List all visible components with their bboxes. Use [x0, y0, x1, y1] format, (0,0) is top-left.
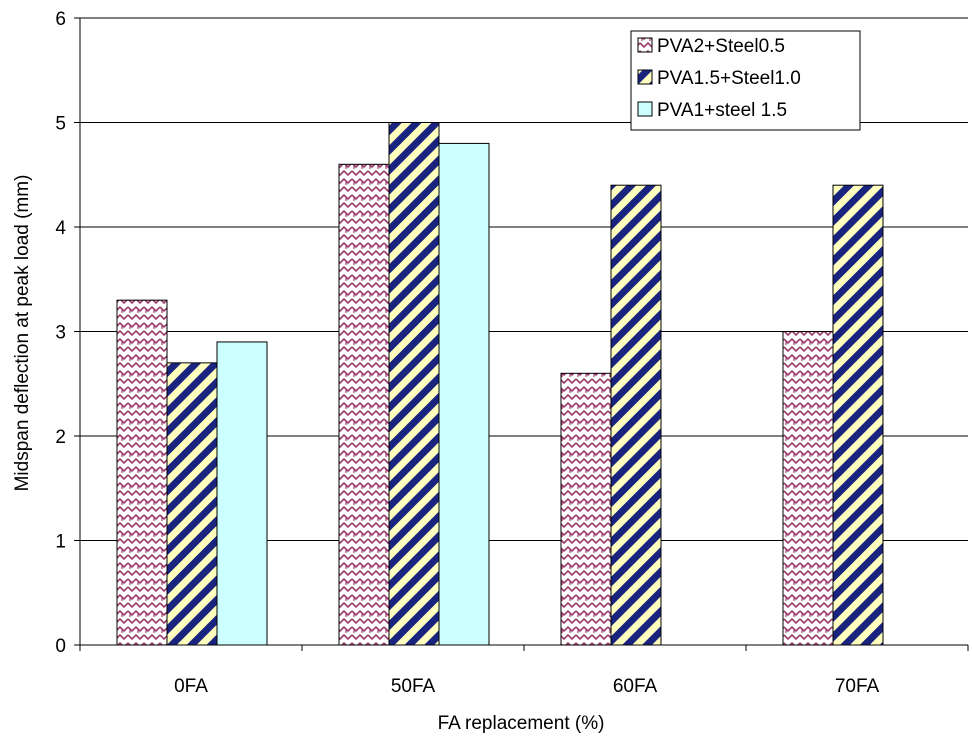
x-tick-labels: 0FA 50FA 60FA 70FA: [174, 676, 879, 697]
y-tick-label: 0: [55, 636, 66, 657]
bar-0fa-series-0: [116, 299, 168, 646]
legend: PVA2+Steel0.5 PVA1.5+Steel1.0 PVA1+steel…: [630, 30, 861, 131]
x-axis-label: FA replacement (%): [438, 713, 605, 734]
bar-70fa-series-1: [832, 184, 884, 646]
bar-60fa-series-0: [560, 372, 612, 646]
bar-50fa-series-1: [388, 122, 440, 646]
y-tick-label: 6: [55, 9, 66, 30]
y-tick-labels: 0 1 2 3 4 5 6: [55, 9, 66, 657]
bar-0fa-series-2: [216, 341, 268, 646]
bar-50fa-series-2: [438, 142, 490, 646]
legend-label-pva1-5-steel1-0: PVA1.5+Steel1.0: [657, 68, 801, 89]
legend-label-pva2-steel0-5: PVA2+Steel0.5: [657, 36, 785, 57]
legend-swatch-pva1-5-steel1-0: [637, 69, 653, 85]
bars: [116, 122, 884, 646]
y-tick-label: 3: [55, 323, 66, 344]
legend-swatch-pva2-steel0-5: [637, 37, 653, 53]
bar-60fa-series-1: [610, 184, 662, 646]
x-tick-label: 60FA: [613, 676, 658, 697]
x-tick-label: 70FA: [835, 676, 880, 697]
bar-50fa-series-0: [338, 163, 390, 646]
legend-label-pva1-steel-1-5: PVA1+steel 1.5: [657, 100, 787, 121]
axes: [74, 17, 969, 651]
bar-0fa-series-1: [166, 362, 218, 646]
y-tick-label: 2: [55, 427, 66, 448]
bar-70fa-series-0: [782, 331, 834, 646]
x-tick-label: 50FA: [391, 676, 436, 697]
x-tick-label: 0FA: [174, 676, 208, 697]
y-tick-label: 4: [55, 218, 66, 239]
y-tick-label: 5: [55, 114, 66, 135]
y-tick-label: 1: [55, 532, 66, 553]
y-axis-label: Midspan deflection at peak load (mm): [12, 175, 33, 492]
legend-swatch-pva1-steel-1-5: [637, 101, 653, 117]
